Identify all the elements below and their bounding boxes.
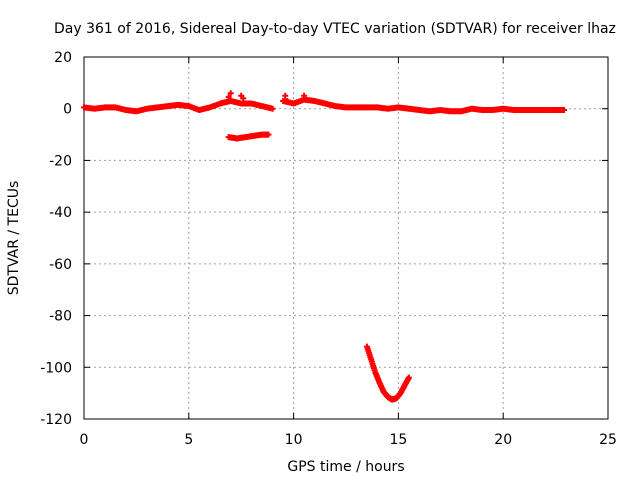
data-point (269, 105, 276, 112)
x-tick-label: 10 (285, 432, 303, 448)
y-tick-label: 20 (54, 50, 72, 66)
data-point (225, 94, 232, 101)
data-point (265, 131, 272, 138)
data-point (227, 90, 234, 97)
x-tick-label: 15 (389, 432, 407, 448)
y-tick-label: -40 (49, 205, 72, 221)
y-tick-label: -80 (49, 309, 72, 325)
x-tick-label: 5 (184, 432, 193, 448)
data-point (405, 374, 412, 381)
y-tick-label: -100 (40, 360, 72, 376)
y-tick-label: -120 (40, 412, 72, 428)
data-point (282, 92, 289, 99)
plot-frame (83, 56, 609, 420)
chart-title: Day 361 of 2016, Sidereal Day-to-day VTE… (54, 21, 616, 37)
data-point (240, 95, 247, 102)
gridlines (84, 57, 608, 419)
data-points (81, 90, 567, 403)
y-tick-label: -20 (49, 153, 72, 169)
x-tick-label: 25 (599, 432, 617, 448)
axis-ticks: 0 5 10 15 20 25 -120 -100 -80 -60 -40 -20 0 20 (40, 50, 617, 448)
x-tick-label: 20 (494, 432, 512, 448)
y-tick-label: -60 (49, 257, 72, 273)
data-point (284, 97, 291, 104)
y-tick-label: 0 (63, 102, 72, 118)
x-axis-label: GPS time / hours (287, 459, 404, 475)
y-axis-label: SDTVAR / TECUs (6, 181, 22, 296)
x-tick-label: 0 (80, 432, 89, 448)
data-point (560, 107, 567, 114)
data-point (301, 92, 308, 99)
